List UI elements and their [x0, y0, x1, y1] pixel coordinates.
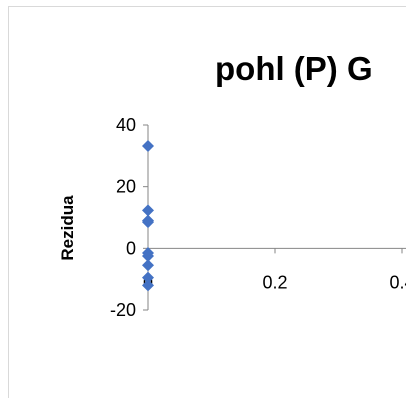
x-tick-label: 0.2: [262, 272, 287, 292]
data-point: [142, 279, 154, 292]
y-tick-label: 40: [116, 115, 136, 135]
y-tick-label: -20: [110, 300, 136, 320]
y-axis-label: Rezidua: [58, 195, 77, 261]
x-axis-ticks: 00.20.4: [143, 248, 406, 292]
data-point: [142, 216, 154, 229]
y-tick-label: 20: [116, 177, 136, 197]
chart-area: [8, 6, 406, 398]
y-tick-label: 0: [126, 238, 136, 258]
y-axis-ticks: 40 20 0 -20: [110, 115, 148, 320]
data-points: [142, 139, 154, 292]
data-point: [142, 139, 154, 152]
data-point: [142, 250, 154, 263]
x-tick-label: 0.4: [389, 272, 406, 292]
chart-title: pohl (P) G: [215, 50, 373, 87]
data-point: [142, 271, 154, 284]
data-point: [142, 204, 154, 217]
data-point: [142, 259, 154, 272]
